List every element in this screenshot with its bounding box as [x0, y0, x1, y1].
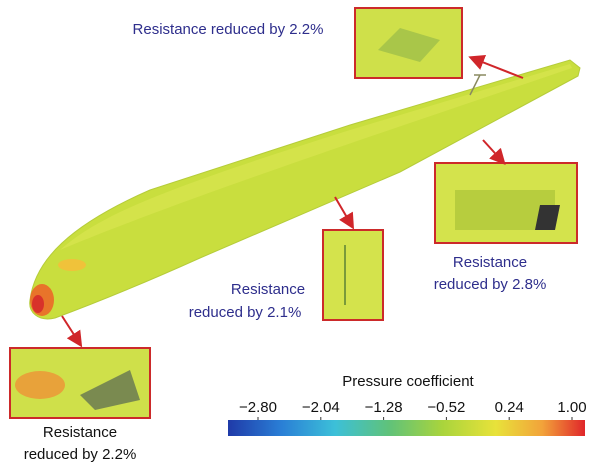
annotation: Resistance: [43, 424, 117, 441]
figure: Resistance reduced by 2.2% Resistance re…: [0, 0, 601, 466]
colorbar-tick-label: −2.80: [239, 399, 277, 416]
colorbar-tick-label: −1.28: [365, 399, 403, 416]
annotation: reduced by 2.8%: [434, 276, 547, 293]
annotation: reduced by 2.2%: [24, 446, 137, 463]
arrow: [483, 140, 503, 162]
colorbar-tick-label: 1.00: [557, 399, 586, 416]
colorbar-tick-label: 0.24: [495, 399, 524, 416]
colorbar-title: Pressure coefficient: [342, 373, 474, 390]
inset-right: [435, 163, 577, 243]
inset-top: [355, 8, 462, 78]
inset-bottom: [10, 348, 150, 418]
colorbar-tick-label: −2.04: [302, 399, 340, 416]
nose-pressure-core: [32, 295, 44, 313]
annotation: Resistance: [453, 254, 527, 271]
windshield: [58, 259, 86, 271]
annotation: Resistance: [231, 281, 305, 298]
arrow: [335, 197, 352, 226]
annotation: Resistance reduced by 2.2%: [133, 21, 324, 38]
colorbar: [228, 420, 585, 436]
colorbar-tick-label: −0.52: [427, 399, 465, 416]
annotation: reduced by 2.1%: [189, 304, 302, 321]
arrow: [62, 316, 80, 344]
inset-middle: [323, 230, 383, 320]
